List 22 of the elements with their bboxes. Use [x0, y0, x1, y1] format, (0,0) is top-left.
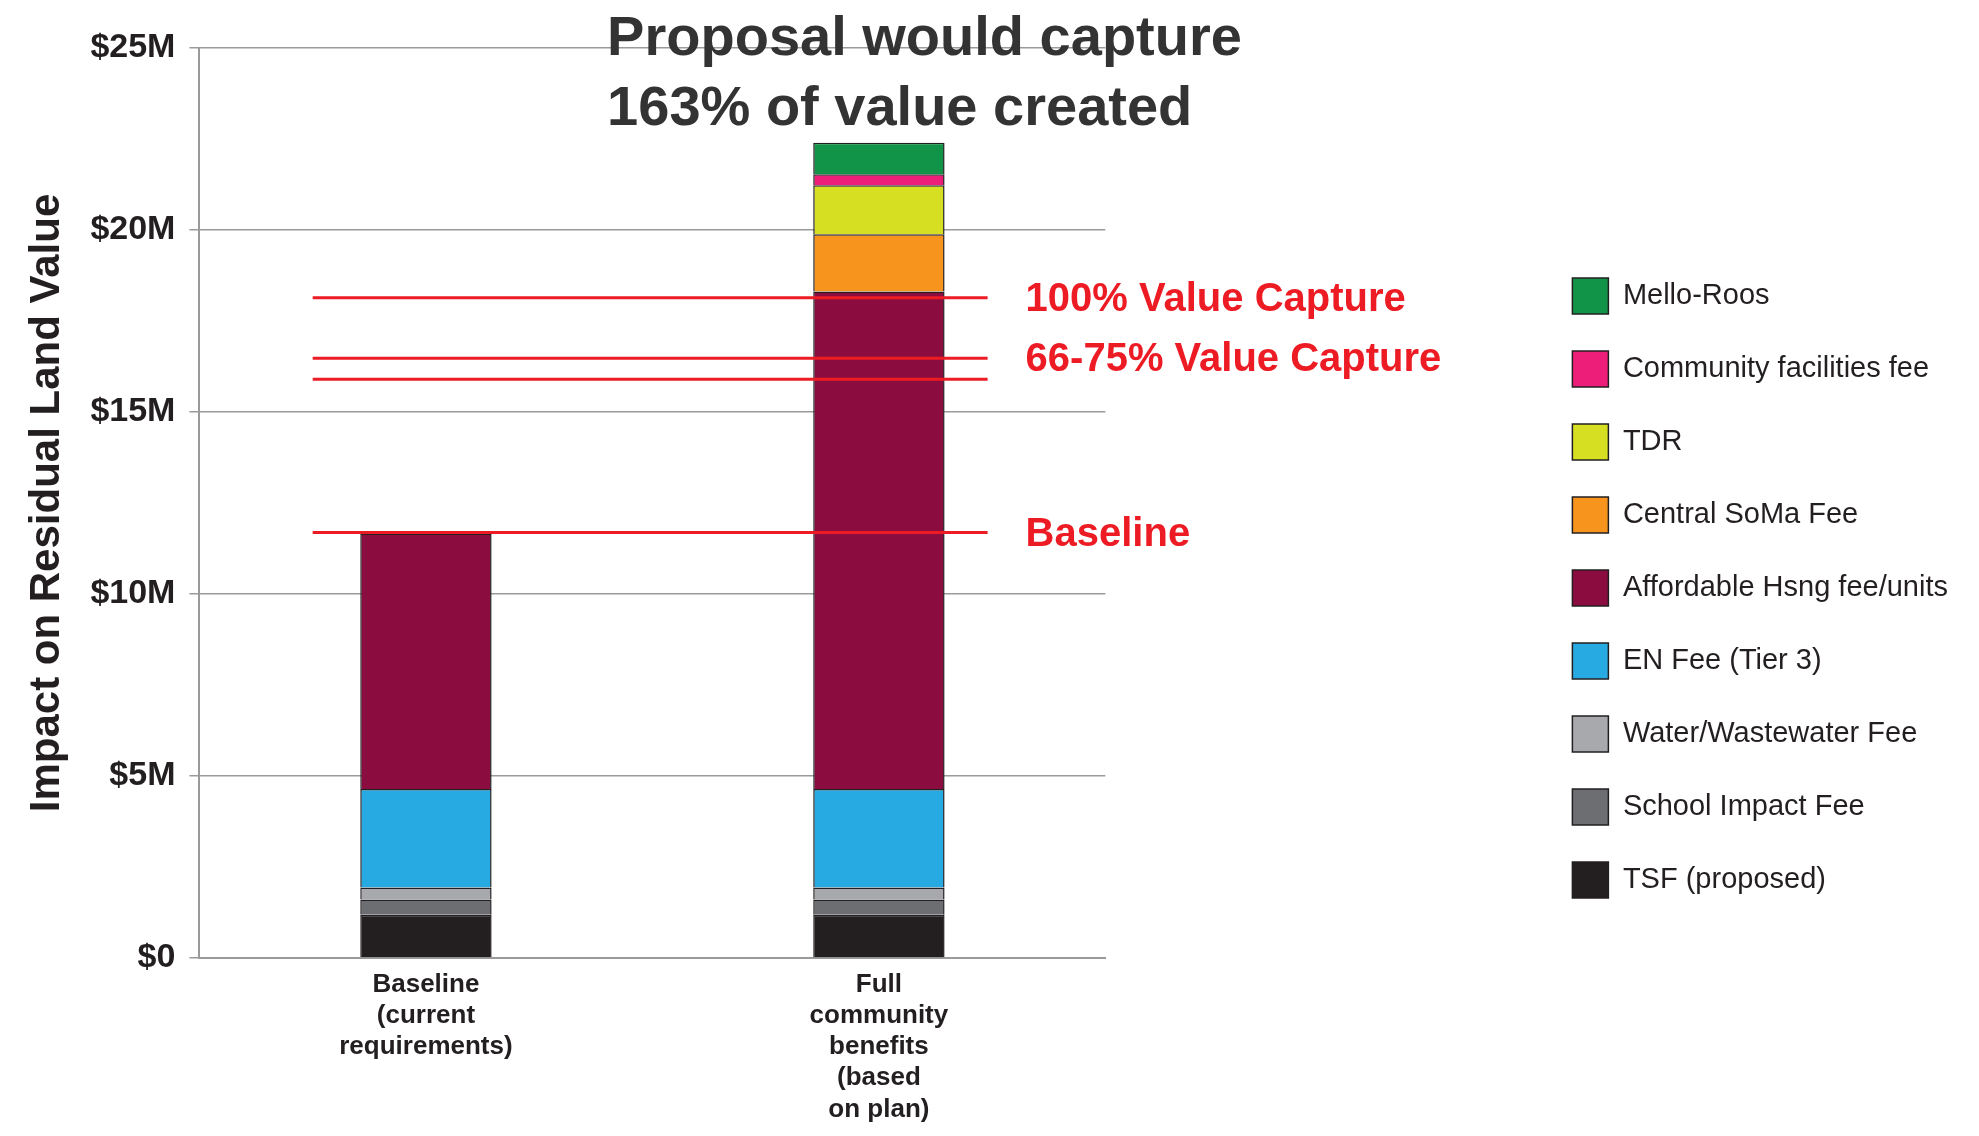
ref-line-label: 100% Value Capture	[1025, 274, 1406, 319]
legend-label: TSF (proposed)	[1622, 862, 1826, 894]
legend-label: Water/Wastewater Fee	[1622, 716, 1918, 748]
x-tick-label: Baseline (current requirements)	[339, 967, 513, 1061]
y-tick-label: $20M	[90, 208, 176, 247]
legend-label: School Impact Fee	[1622, 789, 1865, 821]
y-axis-title: Impact on Residual Land Value	[20, 193, 68, 813]
y-tick-label: $10M	[90, 572, 176, 611]
legend-label: Affordable Hsng fee/units	[1622, 570, 1949, 602]
x-tick-label: Full community benefits (based on plan)	[809, 967, 949, 1123]
y-tick-label: $5M	[109, 754, 176, 793]
legend-label: Mello-Roos	[1622, 278, 1770, 310]
y-tick-label: $0	[137, 936, 176, 975]
legend-label: TDR	[1622, 424, 1683, 456]
y-tick-label: $15M	[90, 390, 176, 429]
legend-label: Community facilities fee	[1622, 351, 1930, 383]
ref-line-label: Baseline	[1025, 509, 1191, 554]
y-tick-label: $25M	[90, 26, 176, 65]
ref-line-label: 66-75% Value Capture	[1025, 335, 1442, 380]
legend-label: EN Fee (Tier 3)	[1622, 643, 1822, 675]
chart-title: Proposal would capture 163% of value created	[607, 4, 1242, 138]
legend-label: Central SoMa Fee	[1622, 497, 1859, 529]
